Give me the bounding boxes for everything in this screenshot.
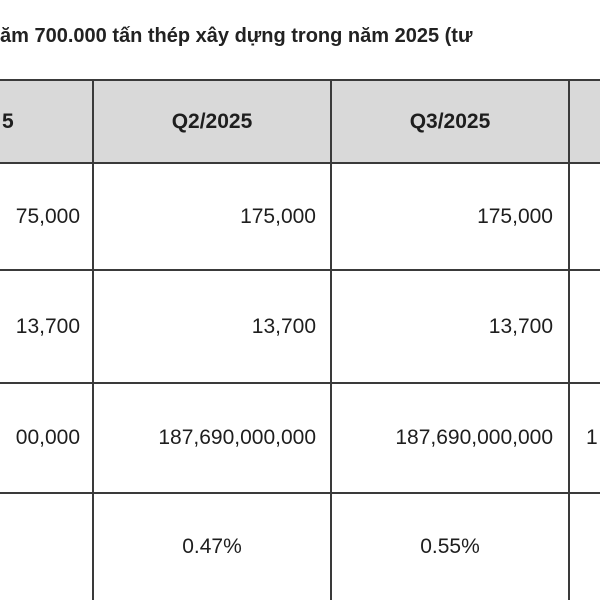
header-q1-label: 5 xyxy=(2,109,14,133)
document-title: ăm 700.000 tấn thép xây dựng trong năm 2… xyxy=(0,25,473,47)
table-cell: 175,000 xyxy=(94,164,316,269)
cell-value: 187,690,000,000 xyxy=(395,426,553,449)
header-cell-q2: Q2/2025 xyxy=(94,81,330,162)
cell-value: 1 xyxy=(586,426,598,449)
table-cell: 13,700 xyxy=(332,271,553,382)
table-cell xyxy=(0,494,92,600)
table-cell: 75,000 xyxy=(0,164,80,269)
table-border-col xyxy=(330,79,332,600)
cell-value: 13,700 xyxy=(15,314,80,338)
table-cell: 1 xyxy=(586,384,600,492)
cell-value: 187,690,000,000 xyxy=(158,426,316,449)
table-border-col xyxy=(568,79,570,600)
cell-value: 175,000 xyxy=(477,204,553,228)
table-cell: 175,000 xyxy=(332,164,553,269)
table-cell: 00,000 xyxy=(0,384,80,492)
cell-value: 13,700 xyxy=(488,314,553,338)
table-cell: 187,690,000,000 xyxy=(94,384,316,492)
cell-value: 175,000 xyxy=(240,204,316,228)
table-cell: 13,700 xyxy=(0,271,80,382)
table-border-row xyxy=(0,492,600,494)
cell-value: 0.55% xyxy=(420,535,480,558)
cell-value: 75,000 xyxy=(15,204,80,228)
table-cell: 187,690,000,000 xyxy=(332,384,553,492)
header-cell-q3: Q3/2025 xyxy=(332,81,568,162)
header-cell-q4 xyxy=(570,81,600,162)
header-q2-label: Q2/2025 xyxy=(171,109,253,133)
table-border-col xyxy=(92,79,94,600)
table-cell: 0.55% xyxy=(332,494,568,600)
table-border-row xyxy=(0,382,600,384)
table-cell: 0.47% xyxy=(94,494,330,600)
table-border-row xyxy=(0,269,600,271)
table-border-row xyxy=(0,162,600,164)
header-cell-q1: 5 xyxy=(0,81,92,162)
cell-value: 00,000 xyxy=(15,426,80,449)
cell-value: 0.47% xyxy=(182,535,242,558)
table-border-top xyxy=(0,79,600,81)
table-cell: 13,700 xyxy=(94,271,316,382)
header-q3-label: Q3/2025 xyxy=(409,109,491,133)
cell-value: 13,700 xyxy=(251,314,316,338)
